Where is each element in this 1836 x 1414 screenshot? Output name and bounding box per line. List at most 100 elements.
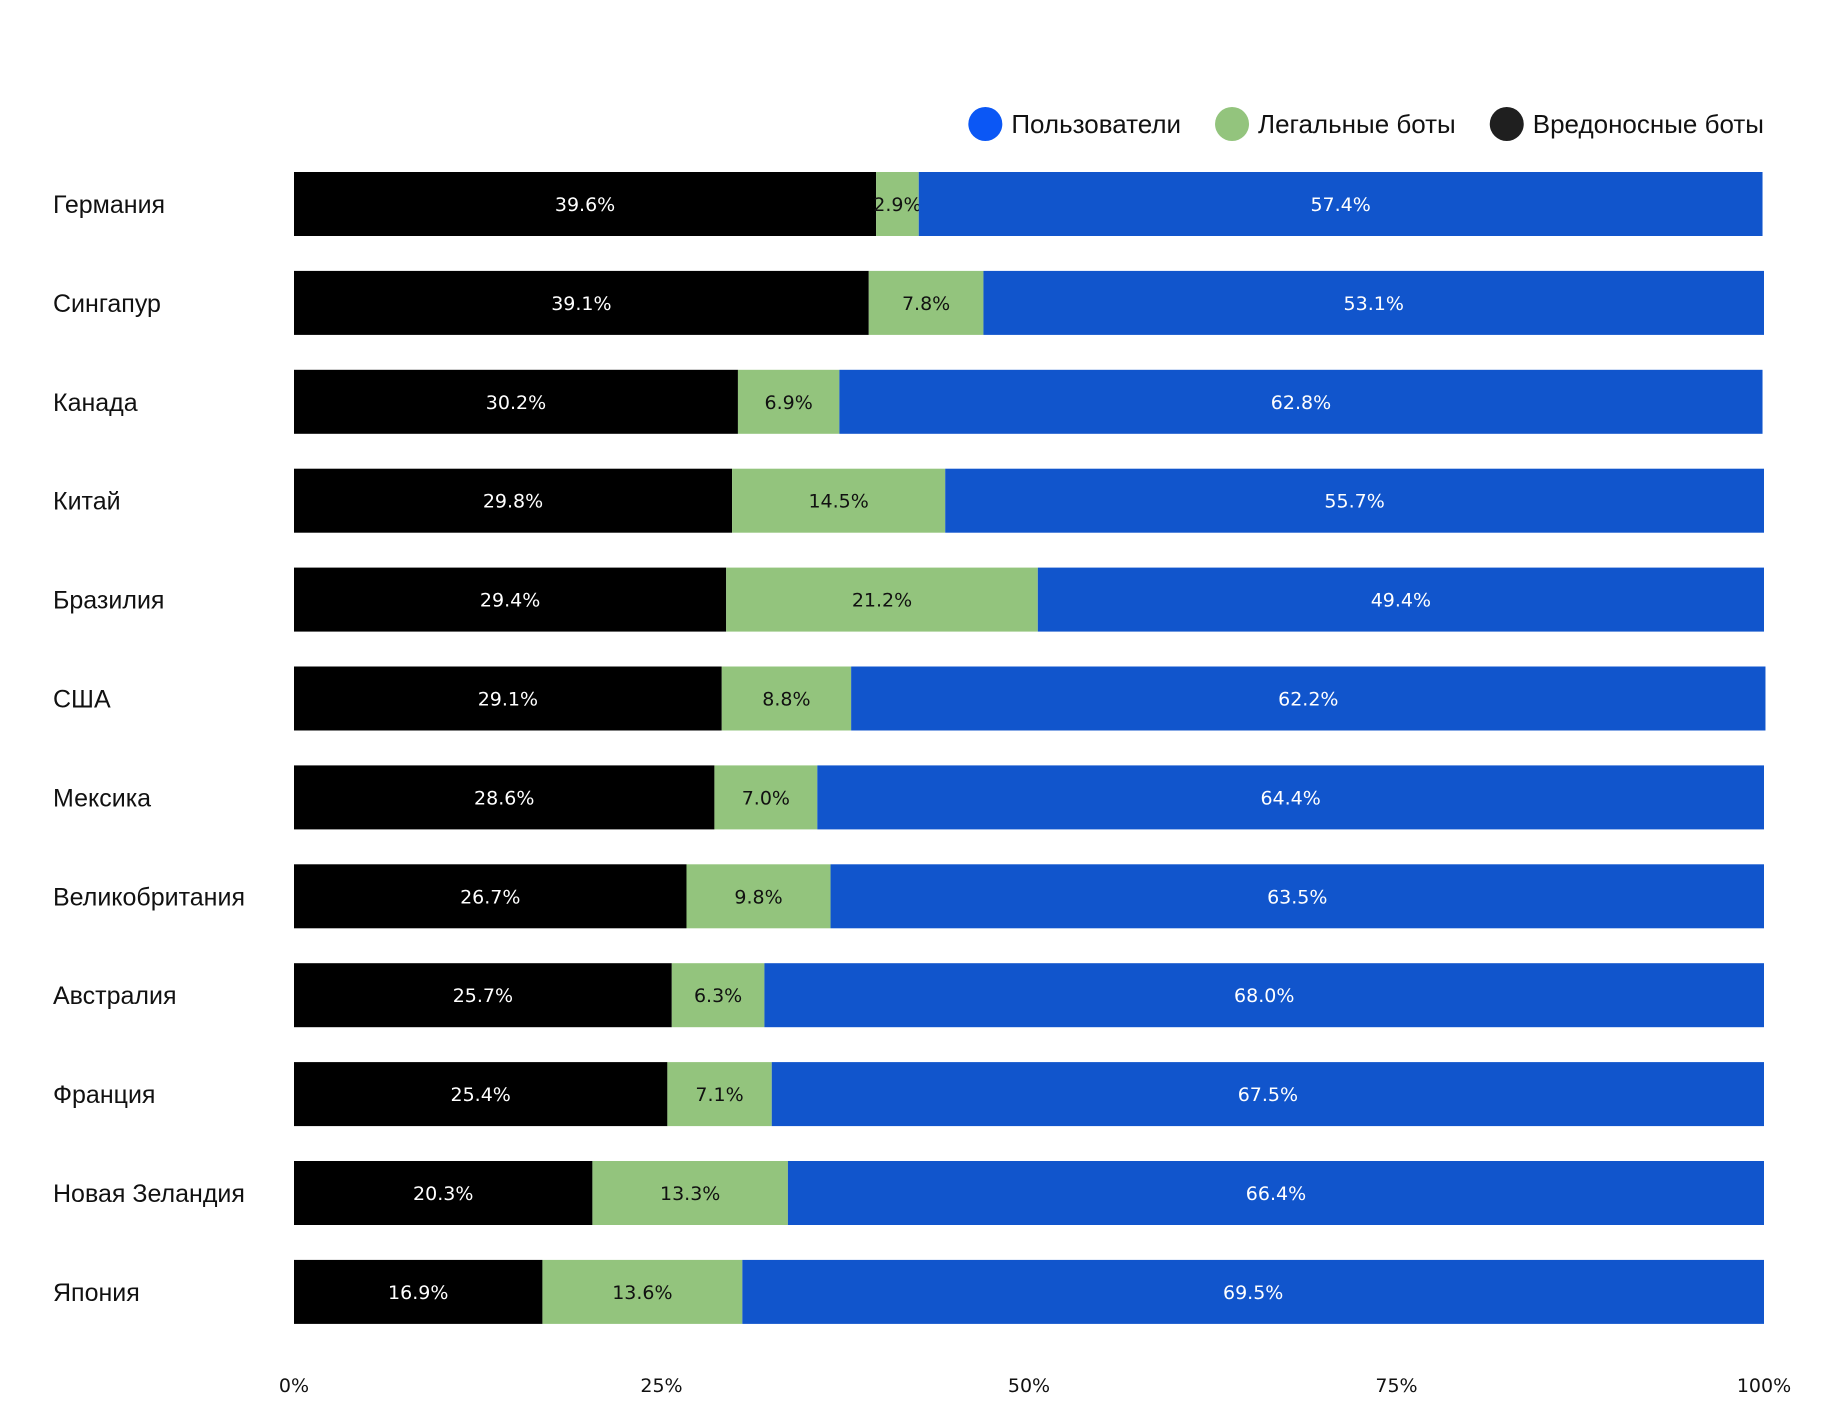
x-tick-label: 100% xyxy=(1737,1375,1791,1397)
users-segment xyxy=(918,172,1763,236)
users-segment xyxy=(983,270,1764,335)
users-segment-label: 69.5% xyxy=(1223,1282,1283,1304)
users-segment xyxy=(787,1161,1764,1225)
legit-bots-segment-label: 7.0% xyxy=(742,787,790,809)
legit-bots-segment xyxy=(667,1062,772,1127)
legit-bots-segment-label: 8.8% xyxy=(762,689,810,711)
malicious-bots-segment xyxy=(294,1062,668,1127)
category-label: Канада xyxy=(53,389,138,417)
users-segment xyxy=(830,864,1764,929)
users-segment xyxy=(839,369,1763,434)
category-label: Сингапур xyxy=(53,290,161,318)
legend-item: Вредоносные боты xyxy=(1489,107,1764,141)
legit-bots-segment-label: 13.6% xyxy=(612,1282,672,1304)
malicious-bots-segment xyxy=(294,369,738,434)
category-label: Новая Зеландия xyxy=(53,1180,245,1208)
malicious-bots-segment xyxy=(294,270,869,335)
category-label: Япония xyxy=(53,1279,140,1307)
x-tick-label: 50% xyxy=(1008,1375,1050,1397)
malicious-bots-segment-label: 29.1% xyxy=(478,689,538,711)
legit-bots-segment xyxy=(721,666,852,731)
legend-item: Легальные боты xyxy=(1215,107,1456,141)
malicious-bots-segment xyxy=(294,765,715,830)
category-label: США xyxy=(53,686,111,714)
x-axis-ticks: 0% 25% 50% 75% 100% xyxy=(279,1375,1791,1397)
legend-marker-icon xyxy=(968,107,1003,141)
users-segment xyxy=(945,468,1764,533)
category-label: Франция xyxy=(53,1081,155,1109)
users-segment xyxy=(742,1259,1764,1324)
legit-bots-segment xyxy=(714,765,818,830)
users-segment-label: 68.0% xyxy=(1234,985,1294,1007)
legit-bots-segment-label: 7.8% xyxy=(902,293,950,315)
legit-bots-segment xyxy=(686,864,831,929)
legit-bots-segment xyxy=(876,172,919,236)
legit-bots-segment-label: 9.8% xyxy=(734,886,782,908)
legit-bots-segment-label: 7.1% xyxy=(695,1084,743,1106)
legit-bots-segment xyxy=(737,369,840,434)
x-tick-label: 0% xyxy=(279,1375,309,1397)
malicious-bots-segment-label: 29.4% xyxy=(480,590,540,612)
malicious-bots-segment xyxy=(294,1161,593,1225)
legend-item: Пользователи xyxy=(968,107,1181,141)
users-segment-label: 66.4% xyxy=(1246,1183,1306,1205)
legit-bots-segment xyxy=(868,270,984,335)
users-segment-label: 62.8% xyxy=(1271,392,1331,414)
users-segment-label: 67.5% xyxy=(1238,1084,1298,1106)
users-segment xyxy=(1037,567,1764,632)
users-segment xyxy=(764,963,1764,1028)
legit-bots-segment-label: 2.9% xyxy=(873,194,921,216)
malicious-bots-segment xyxy=(294,468,733,533)
malicious-bots-segment-label: 29.8% xyxy=(483,491,543,513)
malicious-bots-segment xyxy=(294,172,877,236)
malicious-bots-segment xyxy=(294,567,727,632)
category-label: Мексика xyxy=(53,784,151,812)
legit-bots-segment-label: 6.9% xyxy=(765,392,813,414)
legend-marker-icon xyxy=(1215,107,1250,141)
malicious-bots-segment-label: 16.9% xyxy=(388,1282,448,1304)
users-segment-label: 62.2% xyxy=(1278,689,1338,711)
users-segment xyxy=(771,1062,1764,1127)
legend-label: Пользователи xyxy=(1011,109,1181,139)
y-axis-labels: Германия Сингапур Канада Китай Бразилия США Ме… xyxy=(53,191,245,1307)
legend-label: Вредоносные боты xyxy=(1533,109,1764,139)
legit-bots-segment-label: 6.3% xyxy=(694,985,742,1007)
malicious-bots-segment xyxy=(294,1259,543,1324)
category-label: Германия xyxy=(53,191,165,219)
legit-bots-segment xyxy=(592,1161,788,1225)
malicious-bots-segment xyxy=(294,963,672,1028)
malicious-bots-segment-label: 28.6% xyxy=(474,787,534,809)
malicious-bots-segment xyxy=(294,864,687,929)
malicious-bots-segment-label: 39.1% xyxy=(551,293,611,315)
legit-bots-segment xyxy=(671,963,765,1028)
bars: 39.6% 2.9% 57.4% 39.1% 7.8% 53.1% 30.2% 6.9% 62.… xyxy=(294,172,1766,1324)
legit-bots-segment xyxy=(732,468,946,533)
legit-bots-segment xyxy=(542,1259,743,1324)
users-segment-label: 63.5% xyxy=(1267,886,1327,908)
legend-label: Легальные боты xyxy=(1258,109,1456,139)
category-label: Австралия xyxy=(53,982,177,1010)
legit-bots-segment-label: 14.5% xyxy=(808,491,868,513)
users-segment xyxy=(817,765,1764,830)
legend-marker-icon xyxy=(1489,107,1524,141)
users-segment xyxy=(851,666,1766,731)
malicious-bots-segment-label: 25.7% xyxy=(453,985,513,1007)
legit-bots-segment-label: 13.3% xyxy=(660,1183,720,1205)
malicious-bots-segment-label: 30.2% xyxy=(486,392,546,414)
legit-bots-segment-label: 21.2% xyxy=(852,590,912,612)
malicious-bots-segment-label: 26.7% xyxy=(460,886,520,908)
x-tick-label: 25% xyxy=(640,1375,682,1397)
category-label: Бразилия xyxy=(53,587,164,615)
malicious-bots-segment-label: 25.4% xyxy=(451,1084,511,1106)
users-segment-label: 55.7% xyxy=(1324,491,1384,513)
users-segment-label: 53.1% xyxy=(1344,293,1404,315)
users-segment-label: 57.4% xyxy=(1310,194,1370,216)
x-tick-label: 75% xyxy=(1375,1375,1417,1397)
malicious-bots-segment xyxy=(294,666,722,731)
malicious-bots-segment-label: 20.3% xyxy=(413,1183,473,1205)
malicious-bots-segment-label: 39.6% xyxy=(555,194,615,216)
users-segment-label: 49.4% xyxy=(1371,590,1431,612)
users-segment-label: 64.4% xyxy=(1260,787,1320,809)
category-label: Великобритания xyxy=(53,883,245,911)
